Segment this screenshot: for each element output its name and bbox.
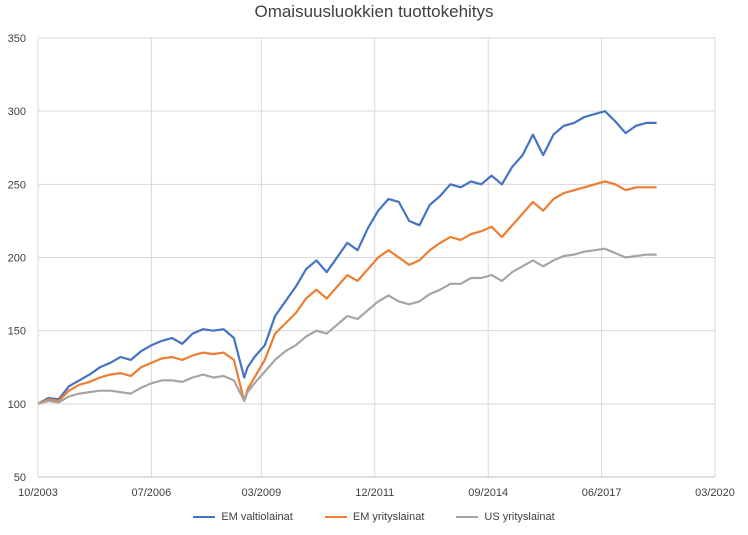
y-tick-label-4: 250	[8, 179, 26, 191]
x-tick-label-2: 03/2009	[241, 487, 281, 499]
x-tick-label-0: 10/2003	[18, 487, 58, 499]
legend-swatch-1	[324, 516, 347, 518]
y-tick-label-2: 150	[8, 326, 26, 338]
tick-labels: 50 100 150 200 250 300 350 10/2003 07/2006 03/200…	[8, 33, 735, 499]
legend-item-1: EM yrityslainat	[324, 511, 425, 523]
gridlines	[37, 37, 716, 478]
series-line-1	[37, 180, 657, 405]
legend: EM valtiolainat EM yrityslainat US yrity…	[0, 511, 748, 523]
x-tick-label-6: 03/2020	[695, 487, 735, 499]
x-tick-label-4: 09/2014	[468, 487, 508, 499]
legend-label-2: US yrityslainat	[484, 511, 555, 523]
legend-swatch-0	[193, 516, 216, 518]
chart-title: Omaisuusluokkien tuottokehitys	[254, 2, 494, 21]
x-tick-label-3: 12/2011	[355, 487, 394, 499]
series-lines	[37, 110, 657, 405]
x-tick-label-5: 06/2017	[582, 487, 622, 499]
series-line-0	[37, 110, 657, 405]
x-tick-label-1: 07/2006	[132, 487, 172, 499]
legend-label-0: EM valtiolainat	[221, 511, 293, 523]
y-tick-label-0: 50	[14, 472, 26, 484]
y-tick-label-5: 300	[8, 106, 26, 118]
y-tick-label-6: 350	[8, 33, 26, 45]
series-line-2	[37, 247, 657, 405]
y-tick-label-3: 200	[8, 253, 26, 265]
y-tick-label-1: 100	[8, 399, 26, 411]
legend-item-2: US yrityslainat	[456, 511, 555, 523]
legend-swatch-2	[456, 516, 479, 518]
legend-item-0: EM valtiolainat	[193, 511, 293, 523]
legend-label-1: EM yrityslainat	[352, 511, 425, 523]
